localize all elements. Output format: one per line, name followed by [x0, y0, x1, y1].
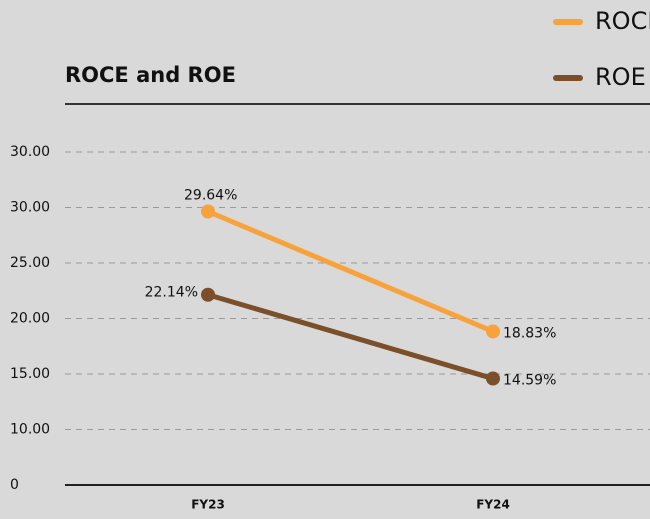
legend-label: ROE — [595, 63, 646, 91]
y-tick-label: 20.00 — [10, 311, 50, 327]
x-tick-label: FY23 — [191, 498, 225, 512]
y-tick-label: 10.00 — [10, 422, 50, 438]
y-tick-label: 15.00 — [10, 366, 50, 382]
line — [207, 209, 494, 334]
y-tick-label: 0 — [10, 477, 19, 493]
chart-title: ROCE and ROE — [65, 63, 236, 87]
point — [201, 287, 215, 302]
point — [486, 324, 500, 339]
value-label: 22.14% — [145, 285, 198, 301]
value-label: 18.83% — [503, 325, 556, 341]
x-tick-label: FY24 — [476, 498, 510, 512]
point — [486, 371, 500, 386]
value-label: 29.64% — [184, 187, 237, 203]
y-tick-label: 30.00 — [10, 200, 50, 216]
point — [201, 204, 215, 219]
y-tick-label: 25.00 — [10, 255, 50, 271]
legend-label: ROCE — [595, 7, 650, 35]
y-tick-label: 30.00 — [10, 144, 50, 160]
value-label: 14.59% — [503, 373, 556, 389]
line — [207, 292, 494, 381]
